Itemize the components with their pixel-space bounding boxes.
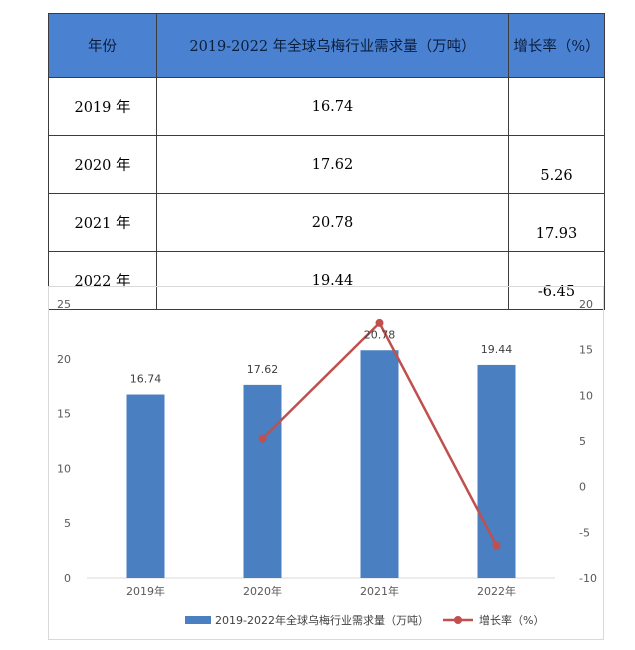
header-year: 年份 xyxy=(48,13,157,78)
x-tick-label: 2022年 xyxy=(477,584,516,598)
cell-growth: 5.26 xyxy=(508,135,605,194)
bar xyxy=(360,350,399,578)
y-tick-label: 0 xyxy=(64,572,71,585)
table-row: 2021 年 20.78 17.93 xyxy=(48,193,605,252)
legend-bar-swatch xyxy=(185,616,211,624)
bar xyxy=(243,384,282,578)
cell-year: 2020 年 xyxy=(48,135,157,194)
bar-data-label: 17.62 xyxy=(247,363,279,376)
cell-demand: 20.78 xyxy=(156,193,509,252)
y2-tick-label: 20 xyxy=(579,298,593,311)
growth-point xyxy=(258,434,267,443)
cell-year: 2019 年 xyxy=(48,77,157,136)
combo-chart: 0 5 10 15 20 25 -10 -5 0 5 10 15 20 2019年 2020年 2021年 20… xyxy=(48,286,604,640)
growth-point xyxy=(375,318,384,327)
growth-point xyxy=(492,541,501,550)
chart-canvas: 0 5 10 15 20 25 -10 -5 0 5 10 15 20 2019年 2020年 2021年 20… xyxy=(57,298,597,627)
header-growth: 增长率（%） xyxy=(508,13,605,78)
cell-demand: 19.44 xyxy=(156,251,509,310)
y2-tick-label: 10 xyxy=(579,389,593,402)
legend-line-label: 增长率（%） xyxy=(479,613,544,627)
y-tick-label: 25 xyxy=(57,298,71,311)
y2-tick-label: -10 xyxy=(579,572,597,585)
x-tick-label: 2020年 xyxy=(243,584,282,598)
cell-growth: 17.93 xyxy=(508,193,605,252)
y2-tick-label: 5 xyxy=(579,435,586,448)
y2-tick-label: 15 xyxy=(579,344,593,357)
table-row: 2019 年 16.74 xyxy=(48,77,605,136)
y2-tick-label: -5 xyxy=(579,526,590,539)
y-tick-label: 20 xyxy=(57,353,71,366)
y-tick-label: 5 xyxy=(64,517,71,530)
cell-demand: 17.62 xyxy=(156,135,509,194)
y-tick-label: 15 xyxy=(57,408,71,421)
y2-tick-label: 0 xyxy=(579,481,586,494)
table-header-row: 年份 2019-2022 年全球乌梅行业需求量（万吨） 增长率（%） xyxy=(48,13,605,78)
x-tick-label: 2019年 xyxy=(126,584,165,598)
bar-data-label: 19.44 xyxy=(481,343,513,356)
cell-growth: -6.45 xyxy=(508,251,605,310)
cell-demand: 16.74 xyxy=(156,77,509,136)
table-row: 2020 年 17.62 5.26 xyxy=(48,135,605,194)
bar-data-label: 16.74 xyxy=(130,373,162,386)
cell-growth xyxy=(508,77,605,136)
bar xyxy=(126,394,165,578)
header-demand: 2019-2022 年全球乌梅行业需求量（万吨） xyxy=(156,13,509,78)
y-tick-label: 10 xyxy=(57,462,71,475)
legend-line-marker xyxy=(454,616,462,624)
x-tick-label: 2021年 xyxy=(360,584,399,598)
bar-data-label: 20.78 xyxy=(364,328,396,341)
legend-bar-label: 2019-2022年全球乌梅行业需求量（万吨） xyxy=(215,613,429,627)
table-row: 2022 年 19.44 -6.45 xyxy=(48,251,605,310)
cell-year: 2021 年 xyxy=(48,193,157,252)
demand-table: 年份 2019-2022 年全球乌梅行业需求量（万吨） 增长率（%） 2019 … xyxy=(48,13,605,310)
